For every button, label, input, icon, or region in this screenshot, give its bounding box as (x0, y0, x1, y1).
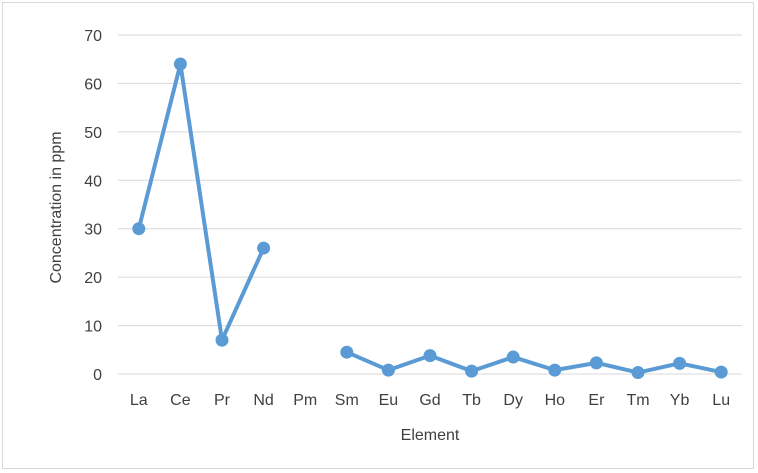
data-point (631, 366, 645, 380)
series-line (136, 62, 266, 343)
y-tick-label: 40 (84, 173, 102, 190)
x-tick-label: Sm (335, 392, 359, 409)
data-point (548, 363, 562, 377)
y-axis-title: Concentration in ppm (48, 131, 65, 283)
x-tick-label: Gd (419, 392, 440, 409)
x-axis-title: Element (401, 427, 460, 444)
data-point (340, 345, 354, 359)
data-point (215, 333, 229, 347)
x-tick-label: Pm (293, 392, 317, 409)
chart-frame (2, 2, 754, 469)
x-tick-label: Tb (462, 392, 481, 409)
x-tick-label: Yb (670, 392, 690, 409)
y-tick-label: 0 (93, 367, 102, 384)
data-point (173, 57, 187, 71)
data-point (257, 241, 271, 255)
data-point (506, 350, 520, 364)
y-tick-label: 50 (84, 125, 102, 142)
data-point (423, 349, 437, 363)
series-points (132, 57, 728, 380)
y-tick-label: 10 (84, 319, 102, 336)
data-point (132, 222, 146, 236)
data-point (673, 356, 687, 370)
x-tick-labels: La Ce Pr Nd Pm Sm Eu Gd Tb Dy Ho Er Tm Yb Lu (130, 392, 730, 409)
x-tick-label: Tm (626, 392, 649, 409)
y-tick-labels: 0 10 20 30 40 50 60 70 (84, 28, 102, 384)
y-tick-label: 70 (84, 28, 102, 45)
x-tick-label: Er (588, 392, 605, 409)
y-tick-label: 30 (84, 222, 102, 239)
x-tick-label: Pr (214, 392, 231, 409)
data-point (381, 363, 395, 377)
data-point (465, 364, 479, 378)
series-line (344, 350, 724, 375)
y-tick-label: 20 (84, 270, 102, 287)
x-tick-label: Eu (379, 392, 399, 409)
x-tick-label: Dy (503, 392, 523, 409)
gridlines (118, 34, 742, 375)
y-tick-label: 60 (84, 76, 102, 93)
x-tick-label: Lu (712, 392, 730, 409)
x-tick-label: La (130, 392, 148, 409)
x-tick-label: Ce (170, 392, 191, 409)
data-point (589, 356, 603, 370)
series-lines (136, 62, 724, 375)
x-tick-label: Ho (545, 392, 566, 409)
data-point (714, 365, 728, 379)
x-tick-label: Nd (253, 392, 273, 409)
